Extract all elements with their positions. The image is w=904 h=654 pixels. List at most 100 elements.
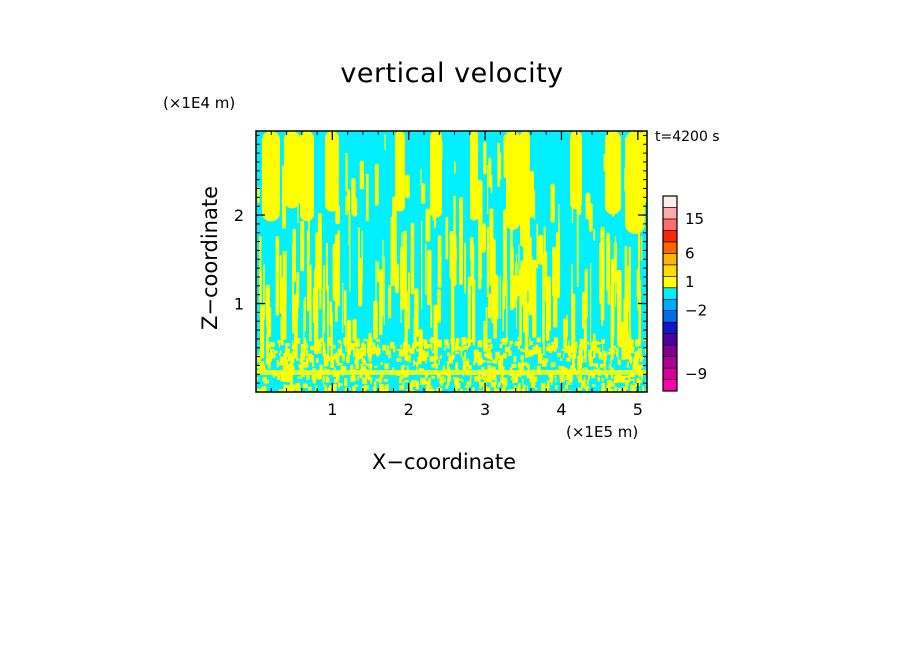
positive-cell (453, 347, 458, 351)
positive-cell (323, 342, 326, 351)
positive-cell (499, 390, 504, 392)
positive-plume (325, 242, 328, 292)
positive-cell (477, 390, 482, 392)
positive-cell (332, 383, 337, 392)
positive-cell (636, 366, 642, 371)
positive-cell (502, 377, 508, 385)
positive-cell (256, 376, 259, 381)
positive-cell (355, 362, 359, 370)
positive-plume (281, 165, 286, 218)
positive-plume (615, 235, 617, 307)
positive-cell (547, 343, 551, 346)
positive-cell (366, 374, 370, 377)
positive-cell (598, 342, 604, 345)
positive-plume (483, 320, 486, 352)
positive-cell (638, 364, 644, 369)
positive-cell (510, 377, 513, 381)
positive-cell (367, 339, 370, 343)
positive-plume (395, 131, 405, 212)
positive-cell (556, 390, 559, 392)
positive-cell (322, 377, 324, 384)
positive-cell (527, 364, 530, 372)
positive-cell (297, 376, 302, 380)
positive-cell (443, 347, 446, 351)
positive-cell (404, 379, 409, 383)
positive-cell (324, 353, 328, 362)
positive-cell (354, 343, 360, 347)
positive-cell (301, 350, 306, 356)
colorbar-swatch (662, 321, 678, 334)
positive-cell (526, 385, 529, 392)
positive-plume (483, 141, 487, 175)
positive-cell (560, 381, 562, 385)
positive-plume (475, 141, 479, 154)
positive-cell (429, 356, 435, 362)
positive-cell (286, 348, 289, 355)
positive-plume (292, 228, 296, 283)
positive-cell (609, 364, 612, 367)
positive-cell (579, 339, 581, 343)
positive-plume (390, 216, 395, 287)
positive-cell (362, 366, 367, 372)
positive-plume (334, 234, 338, 323)
positive-cell (384, 363, 389, 370)
colorbar-swatch (662, 310, 678, 323)
positive-plume (538, 234, 544, 265)
positive-plume (489, 225, 491, 269)
positive-plume (624, 282, 629, 342)
positive-cell (336, 359, 340, 366)
positive-cell (516, 389, 519, 392)
positive-cell (592, 363, 596, 367)
positive-cell (541, 383, 546, 391)
positive-cell (284, 384, 289, 392)
positive-cell (353, 350, 355, 358)
positive-cell (474, 376, 480, 382)
positive-cell (597, 376, 600, 382)
positive-cell (338, 382, 341, 388)
positive-cell (498, 382, 501, 386)
positive-cell (588, 356, 593, 362)
positive-cell (385, 384, 390, 391)
positive-cell (457, 389, 459, 392)
positive-plume (365, 173, 369, 222)
positive-cell (483, 377, 487, 382)
time-label: t=4200 s (655, 129, 720, 145)
positive-plume (528, 274, 533, 316)
positive-plume (515, 167, 519, 183)
positive-cell (382, 344, 387, 351)
positive-plume (439, 140, 443, 160)
positive-plume (545, 251, 548, 287)
positive-cell (291, 351, 296, 354)
positive-cell (426, 380, 431, 388)
positive-cell (340, 343, 343, 351)
positive-cell (308, 387, 312, 391)
positive-cell (356, 354, 360, 361)
positive-cell (447, 373, 451, 382)
positive-cell (302, 383, 308, 388)
positive-cell (472, 342, 475, 346)
positive-cell (583, 367, 588, 371)
positive-cell (309, 355, 312, 363)
positive-cell (508, 350, 512, 356)
positive-cell (296, 358, 299, 361)
positive-cell (311, 356, 314, 362)
colorbar-swatch (662, 230, 678, 243)
positive-cell (327, 387, 330, 392)
positive-plume (624, 167, 628, 192)
positive-cell (532, 379, 536, 386)
positive-cell (645, 388, 647, 392)
positive-cell (479, 384, 482, 389)
positive-cell (323, 358, 329, 367)
positive-cell (410, 386, 413, 390)
positive-cell (531, 374, 534, 377)
positive-plume (392, 196, 397, 232)
positive-plume (601, 269, 604, 326)
positive-cell (444, 339, 448, 345)
positive-cell (470, 373, 472, 382)
positive-cell (551, 344, 555, 350)
positive-cell (610, 358, 612, 365)
colorbar-swatch (662, 298, 678, 312)
positive-plume (345, 152, 348, 192)
positive-cell (601, 339, 605, 344)
positive-cell (365, 377, 368, 384)
